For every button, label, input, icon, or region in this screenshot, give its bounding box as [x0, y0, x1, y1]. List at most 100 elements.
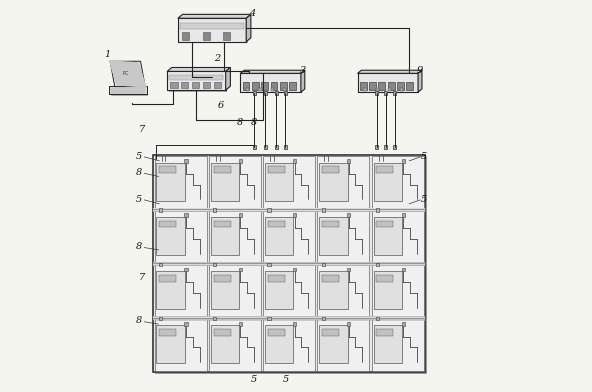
- Bar: [317, 211, 369, 262]
- Bar: [252, 82, 259, 90]
- Bar: [159, 317, 162, 320]
- Bar: [268, 263, 271, 266]
- Bar: [348, 322, 350, 326]
- Bar: [275, 145, 278, 149]
- Bar: [155, 265, 207, 316]
- Polygon shape: [240, 70, 305, 73]
- Bar: [372, 156, 424, 208]
- Polygon shape: [301, 70, 305, 92]
- Text: 8: 8: [136, 242, 142, 251]
- Polygon shape: [110, 61, 145, 87]
- Bar: [265, 217, 293, 255]
- Bar: [209, 265, 261, 316]
- Bar: [293, 268, 296, 271]
- Bar: [213, 317, 216, 320]
- Text: 8: 8: [237, 118, 243, 127]
- Bar: [400, 88, 403, 91]
- Bar: [263, 91, 267, 95]
- Bar: [253, 91, 256, 95]
- Bar: [289, 82, 296, 90]
- Bar: [155, 156, 207, 208]
- Bar: [293, 159, 296, 163]
- Bar: [153, 209, 425, 211]
- Bar: [185, 159, 188, 163]
- Bar: [155, 157, 427, 374]
- Bar: [239, 322, 242, 326]
- Bar: [182, 31, 189, 40]
- Bar: [214, 166, 230, 173]
- Bar: [401, 213, 405, 217]
- Bar: [211, 271, 239, 309]
- Bar: [263, 319, 315, 370]
- Bar: [284, 91, 287, 95]
- Bar: [321, 263, 325, 266]
- Text: 5: 5: [251, 374, 258, 383]
- Text: 6: 6: [218, 101, 224, 110]
- Bar: [377, 221, 394, 227]
- Bar: [397, 82, 404, 90]
- Bar: [348, 268, 350, 271]
- Text: PC: PC: [123, 71, 129, 76]
- Bar: [258, 88, 262, 91]
- Bar: [213, 209, 216, 212]
- Bar: [169, 75, 223, 80]
- Bar: [388, 88, 391, 91]
- Bar: [322, 221, 339, 227]
- Text: 5: 5: [421, 195, 427, 204]
- Bar: [319, 163, 348, 201]
- Bar: [317, 265, 369, 316]
- Bar: [360, 82, 366, 90]
- Text: 4: 4: [249, 9, 255, 18]
- Bar: [178, 18, 246, 42]
- Bar: [240, 73, 301, 92]
- Bar: [214, 82, 221, 88]
- Bar: [209, 156, 261, 208]
- Bar: [293, 213, 296, 217]
- Bar: [180, 23, 244, 29]
- Bar: [374, 217, 402, 255]
- Bar: [374, 325, 402, 363]
- Bar: [246, 88, 249, 91]
- Text: 8: 8: [136, 167, 142, 176]
- Polygon shape: [246, 15, 251, 42]
- Bar: [211, 163, 239, 201]
- Bar: [239, 159, 242, 163]
- Bar: [239, 268, 242, 271]
- Polygon shape: [108, 60, 147, 88]
- Bar: [223, 31, 230, 40]
- Bar: [375, 88, 379, 91]
- Bar: [317, 319, 369, 370]
- Bar: [265, 271, 293, 309]
- Bar: [283, 88, 286, 91]
- Bar: [275, 91, 278, 95]
- Bar: [322, 275, 339, 281]
- Bar: [268, 329, 285, 336]
- Text: 5: 5: [282, 374, 288, 383]
- Bar: [284, 145, 287, 149]
- Bar: [159, 221, 176, 227]
- Bar: [372, 211, 424, 262]
- Bar: [268, 166, 285, 173]
- Bar: [378, 82, 385, 90]
- Bar: [213, 263, 216, 266]
- Bar: [203, 82, 210, 88]
- Bar: [156, 325, 185, 363]
- Polygon shape: [167, 67, 230, 71]
- Bar: [211, 217, 239, 255]
- Bar: [185, 268, 188, 271]
- Bar: [280, 82, 287, 90]
- Bar: [156, 271, 185, 309]
- Bar: [214, 275, 230, 281]
- Bar: [211, 325, 239, 363]
- Polygon shape: [226, 67, 230, 90]
- Bar: [209, 211, 261, 262]
- Bar: [155, 211, 207, 262]
- Bar: [372, 319, 424, 370]
- Polygon shape: [178, 15, 251, 18]
- Bar: [268, 221, 285, 227]
- Bar: [243, 82, 249, 90]
- Bar: [384, 91, 387, 95]
- Text: 8: 8: [251, 118, 258, 127]
- Bar: [401, 268, 405, 271]
- Text: 8: 8: [136, 316, 142, 325]
